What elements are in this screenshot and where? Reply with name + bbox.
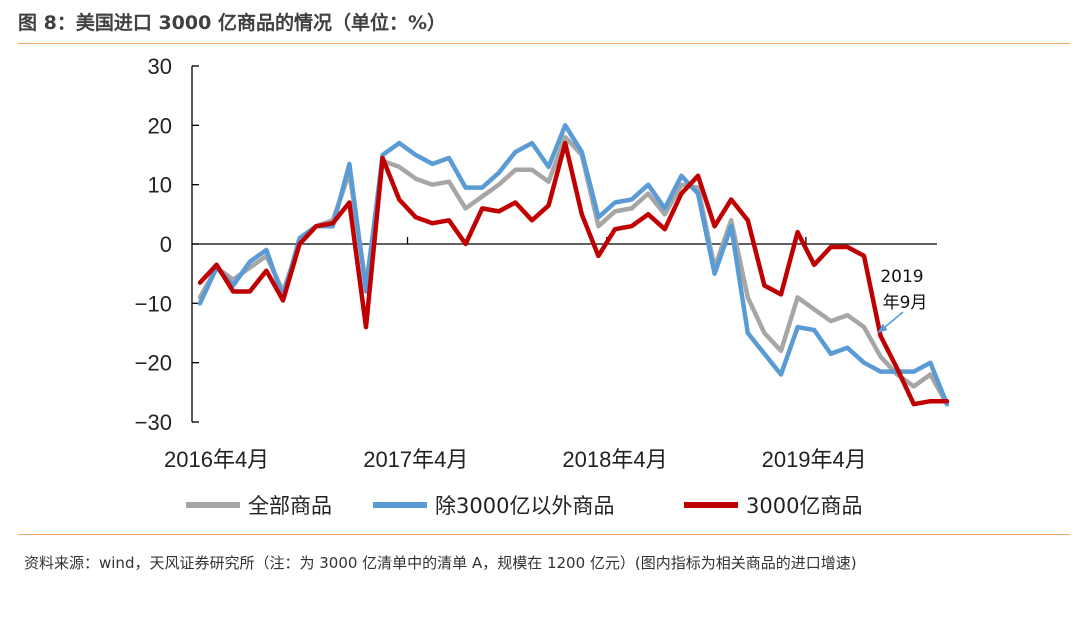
source-note: 资料来源：wind，天风证券研究所（注：为 3000 亿清单中的清单 A，规模在… — [24, 554, 857, 572]
x-tick-label: 2017年4月 — [363, 447, 468, 472]
annotation-arrow — [877, 311, 904, 334]
y-tick-label: 20 — [148, 113, 172, 138]
legend-label-1: 除3000亿以外商品 — [435, 494, 614, 518]
series-line-2 — [197, 140, 950, 407]
x-axis: 2016年4月 2017年4月 2018年4月 2019年4月 — [164, 237, 937, 472]
y-tick-label: −20 — [135, 351, 172, 376]
x-tick-label: 2019年4月 — [762, 447, 867, 472]
legend-label-2: 3000亿商品 — [746, 494, 862, 518]
series-layer — [197, 123, 950, 407]
legend-label-0: 全部商品 — [248, 494, 332, 518]
source-divider — [18, 534, 1070, 535]
annotation-year: 2019 — [880, 267, 923, 287]
figure-title: 图 8：美国进口 3000 亿商品的情况（单位：%） — [18, 12, 446, 34]
annotation: 2019 年9月 — [877, 267, 928, 334]
annotation-month: 年9月 — [883, 293, 928, 313]
legend: 全部商品 除3000亿以外商品 3000亿商品 — [186, 494, 862, 518]
y-axis: 30 20 10 0 −10 −20 −30 — [135, 54, 199, 435]
y-tick-label: 0 — [160, 232, 172, 257]
y-tick-label: −10 — [135, 291, 172, 316]
x-tick-label: 2016年4月 — [164, 447, 269, 472]
y-tick-label: 30 — [148, 54, 172, 79]
title-divider — [18, 43, 1070, 44]
y-tick-label: −30 — [135, 410, 172, 435]
x-tick-label: 2018年4月 — [562, 447, 667, 472]
series-line-1 — [197, 123, 950, 407]
y-tick-label: 10 — [148, 173, 172, 198]
